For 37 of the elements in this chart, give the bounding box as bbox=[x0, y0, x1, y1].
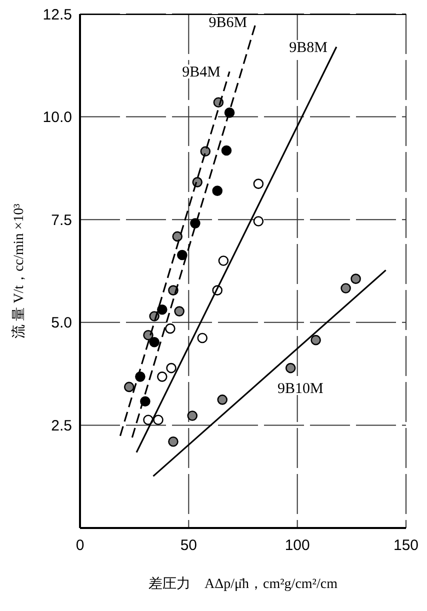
x-axis-title: 差圧力 AΔp/μ̄h，cm²g/cm²/cm bbox=[148, 576, 338, 592]
point bbox=[285, 362, 296, 374]
x-tick-label: 150 bbox=[393, 537, 419, 554]
x-tick-label: 50 bbox=[180, 537, 198, 554]
point bbox=[166, 362, 176, 374]
point bbox=[190, 218, 200, 228]
y-tick-label: 12.5 bbox=[42, 6, 72, 24]
point bbox=[192, 177, 203, 188]
point bbox=[221, 145, 232, 156]
x-tick-label: 0 bbox=[76, 537, 84, 554]
point bbox=[217, 394, 228, 405]
point bbox=[172, 231, 183, 242]
point bbox=[212, 186, 223, 196]
point bbox=[157, 304, 168, 315]
point bbox=[153, 414, 164, 426]
y-axis-title: 流 量 V/t，cc/min ×10³ bbox=[10, 204, 27, 338]
point bbox=[253, 216, 264, 226]
point bbox=[218, 256, 229, 266]
y-tick-label: 5.0 bbox=[51, 314, 72, 332]
point bbox=[149, 336, 160, 348]
x-tick-label: 100 bbox=[284, 537, 310, 554]
point bbox=[253, 178, 264, 189]
point bbox=[157, 372, 168, 382]
y-tick-label: 7.5 bbox=[51, 212, 72, 229]
point bbox=[124, 382, 134, 392]
point bbox=[168, 436, 178, 447]
point bbox=[340, 283, 351, 294]
point bbox=[197, 332, 208, 344]
point bbox=[187, 410, 198, 421]
y-tick-label: 2.5 bbox=[51, 418, 72, 435]
point bbox=[176, 250, 188, 260]
series-label: 9B6M bbox=[208, 15, 248, 32]
point bbox=[165, 323, 176, 334]
y-tick-label: 10.0 bbox=[42, 109, 72, 126]
point bbox=[350, 274, 361, 284]
point bbox=[174, 306, 184, 316]
point bbox=[310, 334, 321, 346]
